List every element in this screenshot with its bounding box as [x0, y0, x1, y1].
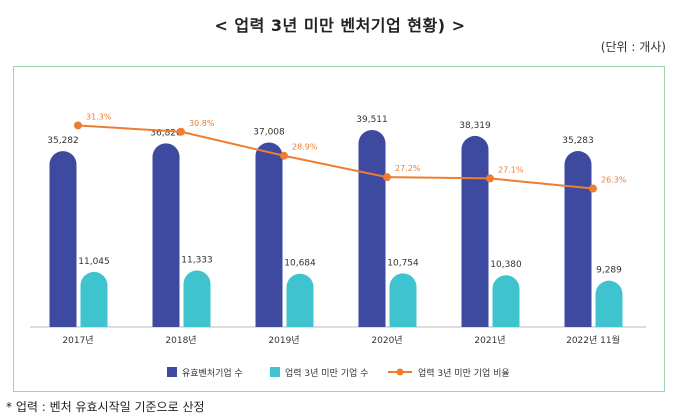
bar-young-3	[286, 273, 314, 327]
data-label-young-6: 9,289	[596, 266, 622, 276]
ratio-point-2	[177, 127, 185, 136]
data-label-young-3: 10,684	[284, 259, 316, 269]
x-tick-label-3: 2019년	[268, 335, 299, 346]
bar-total-3	[255, 142, 283, 327]
ratio-point-5	[486, 174, 494, 183]
data-label-young-5: 10,380	[490, 260, 522, 270]
data-label-ratio-2: 30.8%	[189, 119, 215, 128]
bar-total-1	[49, 151, 77, 327]
legend-label-young: 업력 3년 미만 기업 수	[285, 367, 368, 379]
legend-marker-ratio	[396, 368, 404, 376]
ratio-point-3	[280, 151, 288, 160]
x-tick-label-2: 2018년	[165, 335, 196, 346]
legend-label-total: 유효벤처기업 수	[182, 367, 243, 379]
bar-total-6	[564, 151, 592, 327]
data-label-total-1: 35,282	[47, 136, 79, 146]
bar-young-4	[389, 273, 417, 327]
data-label-total-6: 35,283	[562, 136, 594, 146]
x-tick-label-4: 2020년	[371, 335, 402, 346]
ratio-point-4	[383, 173, 391, 182]
ratio-point-1	[74, 121, 82, 130]
x-tick-label-5: 2021년	[474, 335, 505, 346]
data-label-ratio-1: 31.3%	[86, 112, 112, 121]
bar-young-2	[183, 270, 211, 327]
chart-title: < 업력 3년 미만 벤처기업 현황) >	[214, 16, 466, 35]
bar-young-5	[492, 275, 520, 327]
data-label-ratio-5: 27.1%	[498, 165, 524, 174]
data-label-total-2: 36,820	[150, 128, 182, 138]
legend-swatch-young	[270, 367, 280, 377]
data-label-total-4: 39,511	[356, 115, 388, 125]
data-label-ratio-6: 26.3%	[601, 176, 627, 185]
x-tick-label-6: 2022년 11월	[566, 334, 620, 346]
bar-young-6	[595, 280, 623, 327]
unit-label: (단위 : 개사)	[600, 40, 666, 54]
data-label-young-4: 10,754	[387, 258, 419, 268]
data-label-young-1: 11,045	[78, 257, 110, 267]
footnote: * 업력 : 벤처 유효시작일 기준으로 산정	[6, 400, 205, 414]
legend-swatch-total	[167, 367, 177, 377]
ratio-line	[77, 124, 594, 190]
data-label-young-2: 11,333	[181, 255, 213, 265]
bar-young-1	[80, 271, 108, 327]
ratio-point-6	[589, 184, 597, 193]
bar-total-2	[152, 143, 180, 327]
data-label-ratio-3: 28.9%	[292, 143, 318, 152]
data-label-total-3: 37,008	[253, 127, 285, 137]
bar-total-5	[461, 135, 489, 327]
data-label-ratio-4: 27.2%	[395, 164, 421, 173]
legend-label-ratio: 업력 3년 미만 기업 비율	[418, 367, 510, 379]
data-label-total-5: 38,319	[459, 121, 491, 131]
chart-frame	[13, 66, 665, 392]
bar-total-4	[358, 129, 386, 327]
x-tick-label-1: 2017년	[62, 335, 93, 346]
